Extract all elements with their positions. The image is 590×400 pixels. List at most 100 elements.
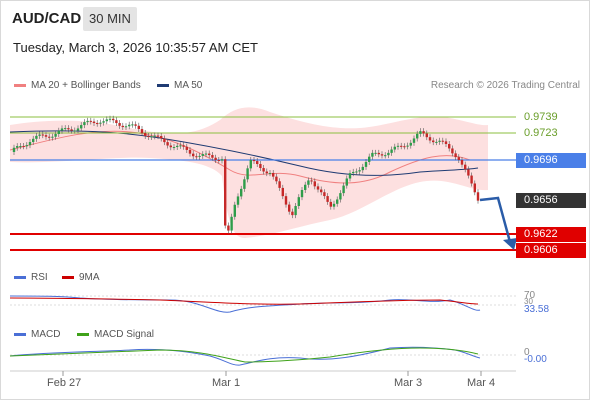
candle-down [441,140,444,142]
candle-down [70,129,73,131]
candle-up [233,204,236,217]
rsi-70-label: 70 [524,290,536,301]
macd-swatch [14,333,26,336]
candle-down [320,189,323,193]
candle-down [457,157,460,160]
candle-up [243,179,246,189]
candle-down [323,192,326,197]
forecast-arrow [479,196,512,243]
candle-down [403,146,406,148]
candle-up [268,172,272,174]
x-label-feb27: Feb 27 [47,377,82,389]
candle-up [358,170,361,172]
candle-up [12,147,16,152]
candle-down [121,125,124,128]
candle-up [38,134,41,136]
candle-up [220,159,224,161]
candle-up [25,145,28,147]
candle-down [163,138,166,143]
candle-down [67,128,70,130]
candle-up [364,161,368,167]
candle-down [208,153,211,156]
candle-up [73,130,76,132]
candle-up [16,146,19,148]
candle-down [310,180,313,182]
rsi-ma-line [9,297,479,305]
candle-down [144,133,147,136]
ma50-swatch [157,84,169,87]
candle-down [326,196,329,202]
candle-up [83,122,86,126]
candle-down [476,192,480,201]
legend-rsi-ma: 9MA [62,272,100,283]
candle-down [195,156,198,158]
candle-up [387,152,390,156]
candle-up [361,166,364,171]
candle-up [80,125,83,129]
candle-down [224,159,227,226]
candle-down [400,145,403,147]
macd-signal-label: MACD Signal [94,329,155,340]
candle-down [288,204,291,212]
candle-up [172,147,176,149]
candle-down [470,175,473,184]
candle-up [201,154,204,156]
candle-down [278,181,281,188]
candle-up [230,216,233,231]
legend-ma50: MA 50 [157,80,202,91]
candle-down [115,120,118,124]
candle-down [160,136,163,139]
candle-down [140,129,144,134]
candle-up [19,146,22,148]
candle-down [89,120,92,122]
candle-down [432,140,435,143]
candle-down [217,160,220,162]
symbol-title: AUD/CAD [12,10,82,27]
candle-down [188,149,192,154]
candle-down [134,124,137,126]
candle-down [259,164,262,169]
candle-up [396,145,400,147]
macd-value: -0.00 [524,354,547,365]
candle-up [412,138,416,143]
candle-down [313,181,316,187]
candle-up [150,136,153,138]
rsi-30-label: 30 [524,297,533,306]
timeframe-button[interactable]: 30 MIN [83,7,137,31]
candle-up [105,119,108,122]
candle-up [108,118,112,120]
candle-up [419,131,422,134]
candle-up [76,128,80,131]
candle-down [211,155,214,158]
rsi-swatch [14,276,26,279]
candle-down [156,135,160,137]
credit-text: Research © 2026 Trading Central [430,80,580,91]
legend-ma20: MA 20 + Bollinger Bands [14,80,141,91]
candle-down [41,134,44,136]
candle-up [390,149,393,153]
candle-up [35,135,38,139]
candle-up [86,120,89,123]
candle-up [32,138,35,143]
candle-up [153,135,156,137]
candle-up [236,196,240,205]
candle-up [339,193,342,200]
x-label-mar1: Mar 1 [212,377,241,389]
candle-up [124,126,128,128]
candle-up [307,180,310,185]
candle-up [371,152,374,157]
candle-up [342,185,345,194]
candle-up [348,173,352,179]
candle-up [176,145,179,148]
candle-up [198,155,201,157]
candle-up [345,178,348,186]
legend-macd: MACD [14,329,60,340]
candle-down [192,153,195,157]
candle-down [48,136,51,138]
candle-up [355,171,358,173]
candle-down [147,135,150,138]
ma20-swatch [14,84,26,87]
x-label-mar4: Mar 4 [467,377,496,389]
candle-up [64,128,67,130]
candle-down [262,168,265,172]
